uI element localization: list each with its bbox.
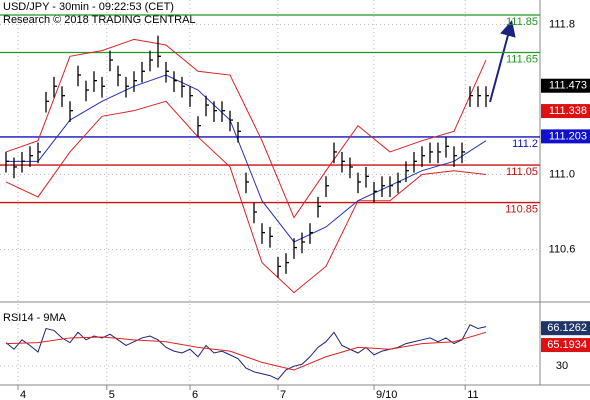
level-label: 111.05 xyxy=(506,166,538,178)
x-tick-label: 9/10 xyxy=(376,389,397,400)
x-tick-label: 5 xyxy=(109,389,115,400)
forecast-arrow xyxy=(489,20,516,103)
price-marker-label: 111.473 xyxy=(549,80,587,92)
indicator-line xyxy=(5,100,487,294)
x-tick-label: 4 xyxy=(20,389,26,400)
price-marker xyxy=(541,338,590,353)
price-marker xyxy=(541,321,590,336)
level-label: 111.2 xyxy=(512,138,538,150)
y-tick-label: 110.6 xyxy=(549,243,576,255)
rsi-line xyxy=(5,324,487,380)
price-marker-label: 111.203 xyxy=(549,130,587,142)
y-tick-label: 111.8 xyxy=(549,18,575,30)
y-tick-label: 30 xyxy=(556,360,568,372)
price-marker xyxy=(541,104,590,119)
panel-title: RSI14 - 9MA xyxy=(3,312,67,324)
chart-subtitle: Research © 2018 TRADING CENTRAL xyxy=(3,14,196,26)
price-marker xyxy=(541,78,590,93)
price-marker-label: 65.1934 xyxy=(547,339,587,351)
x-tick-label: 11 xyxy=(467,389,478,400)
level-label: 111.65 xyxy=(506,53,538,65)
chart-title: USD/JPY - 30min - 09:22:53 (CET) xyxy=(3,1,174,13)
price-marker xyxy=(541,129,590,144)
x-tick-label: 7 xyxy=(280,389,286,400)
level-label: 111.85 xyxy=(506,16,538,28)
rsi-line xyxy=(5,331,487,371)
y-tick-label: 111.0 xyxy=(549,168,575,180)
price-marker-label: 111.338 xyxy=(549,105,587,117)
x-tick-label: 6 xyxy=(192,389,198,400)
price-marker-label: 66.1262 xyxy=(547,322,587,334)
indicator-line xyxy=(5,38,487,219)
level-label: 110.85 xyxy=(505,203,538,215)
